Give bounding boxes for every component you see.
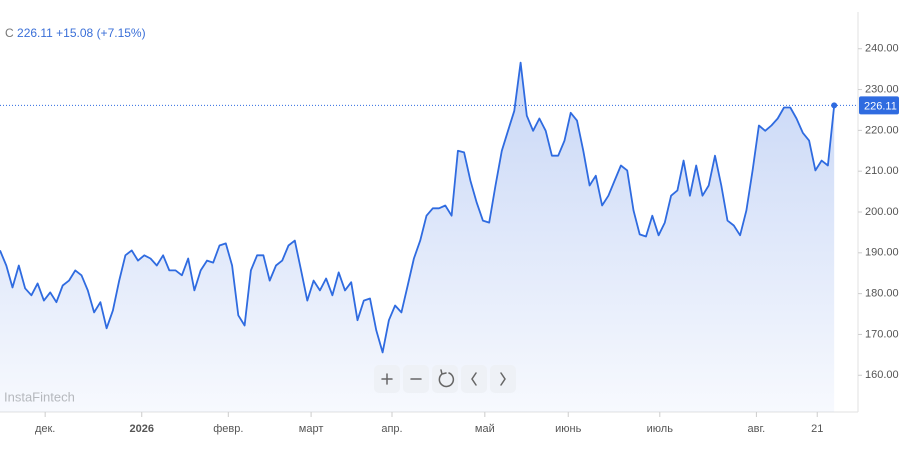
- y-tick-label: 170.00: [865, 328, 899, 340]
- symbol: C: [5, 26, 14, 40]
- watermark: InstaFintech: [4, 389, 75, 404]
- y-tick-label: 190.00: [865, 247, 899, 259]
- scroll-left-button[interactable]: [461, 365, 487, 393]
- change: +15.08: [56, 26, 93, 40]
- last-price-label: 226.11: [864, 100, 897, 112]
- header: C 226.11 +15.08 (+7.15%): [5, 26, 146, 40]
- x-tick-label: февр.: [213, 423, 243, 435]
- y-tick-label: 230.00: [865, 83, 899, 95]
- scroll-right-button[interactable]: [490, 365, 516, 393]
- x-tick-label: 21: [811, 423, 823, 435]
- x-tick-label: апр.: [381, 423, 402, 435]
- last-price-badge: [859, 96, 899, 115]
- y-tick-label: 160.00: [865, 369, 899, 381]
- price: 226.11: [17, 26, 53, 40]
- x-tick-label: июнь: [555, 423, 581, 435]
- x-tick-label: авг.: [748, 423, 766, 435]
- reset-button[interactable]: [432, 365, 458, 393]
- change-pct: (+7.15%): [97, 26, 146, 40]
- x-tick-label: 2026: [130, 423, 154, 435]
- x-tick-label: июль: [647, 423, 674, 435]
- y-tick-label: 240.00: [865, 43, 899, 55]
- last-point: [831, 102, 838, 109]
- zoom-out-button[interactable]: [403, 365, 429, 393]
- toolbar: [374, 365, 516, 393]
- x-tick-label: май: [475, 423, 495, 435]
- x-tick-label: дек.: [35, 423, 55, 435]
- x-tick-label: март: [299, 423, 324, 435]
- y-tick-label: 180.00: [865, 288, 899, 300]
- area: [0, 62, 835, 412]
- zoom-in-button[interactable]: [374, 365, 400, 393]
- y-tick-label: 200.00: [865, 206, 899, 218]
- plot: [0, 61, 858, 412]
- y-tick-label: 210.00: [865, 165, 899, 177]
- y-tick-label: 220.00: [865, 124, 899, 136]
- price-line: [0, 61, 836, 354]
